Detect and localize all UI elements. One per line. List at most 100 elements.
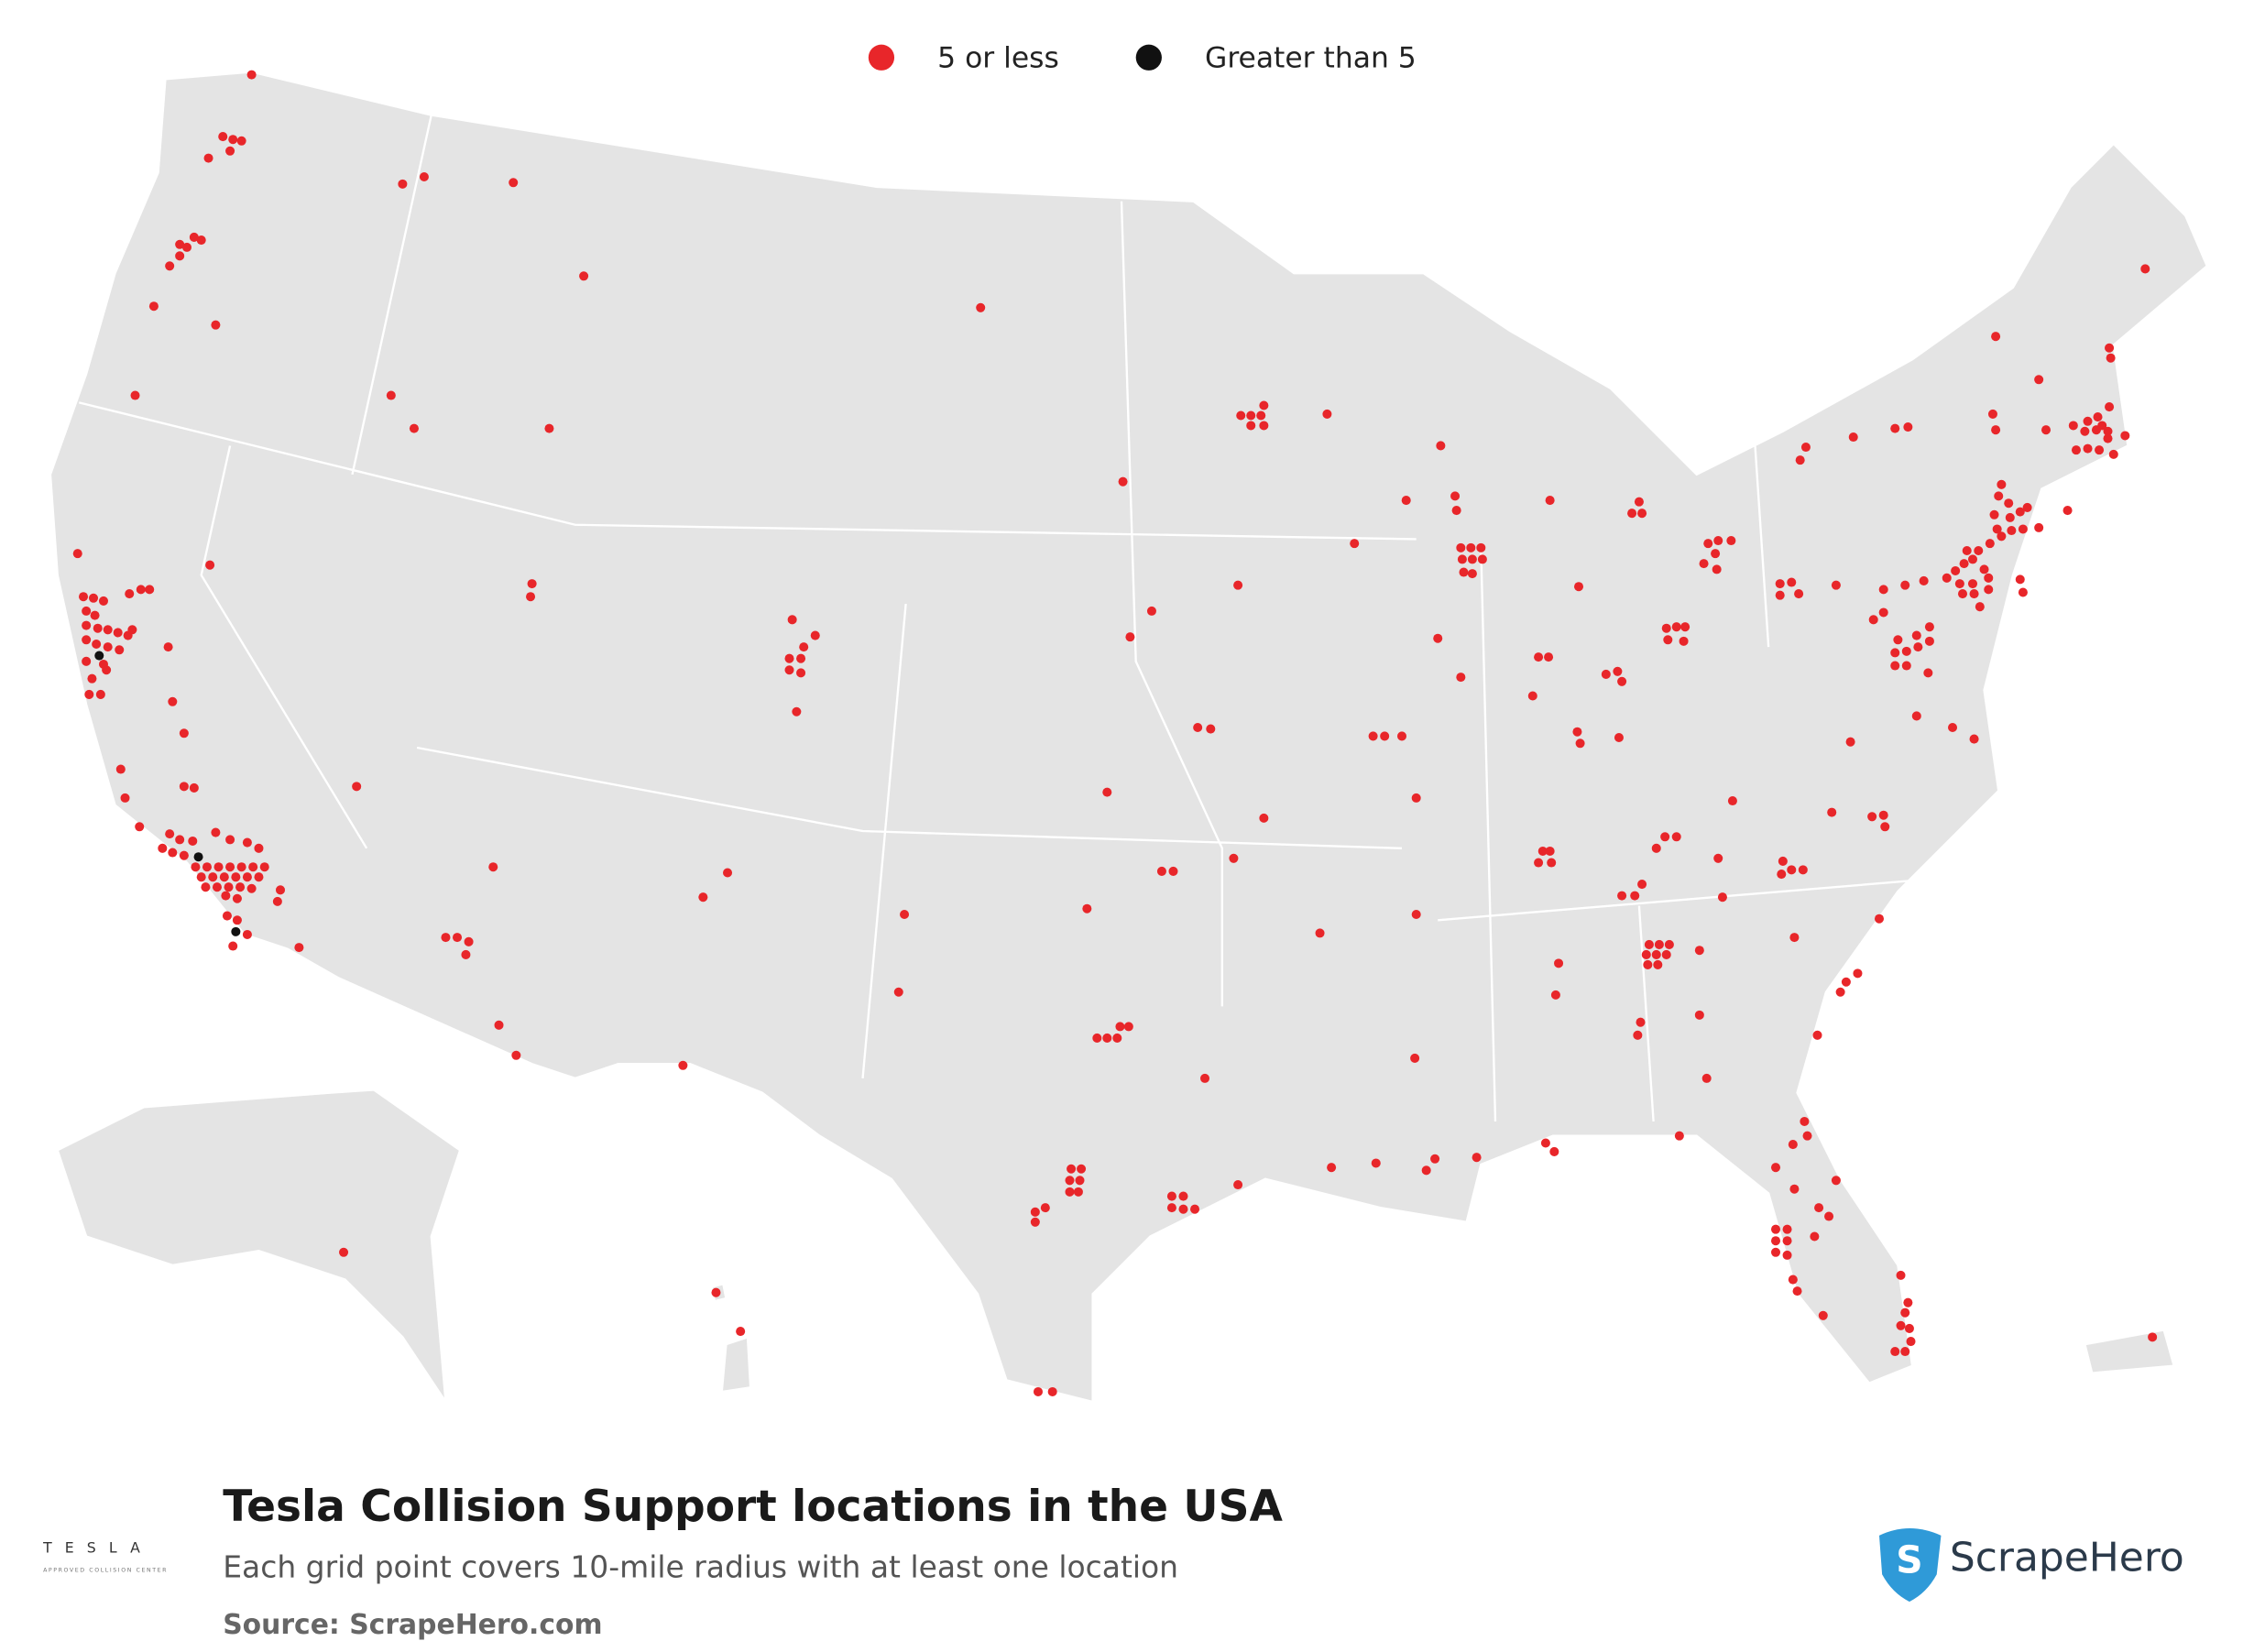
location-dot xyxy=(1368,731,1378,741)
location-dot xyxy=(179,782,189,792)
location-dot xyxy=(784,665,794,675)
location-dot xyxy=(1703,539,1713,549)
location-dot xyxy=(95,689,105,699)
tesla-tagline: APPROVED COLLISION CENTER xyxy=(43,1568,168,1574)
location-dot xyxy=(82,620,92,630)
location-dot xyxy=(181,242,192,252)
location-dot xyxy=(787,615,797,625)
location-dot xyxy=(1322,409,1332,419)
location-dot xyxy=(1651,843,1661,853)
location-dot xyxy=(127,625,137,635)
location-dot xyxy=(113,628,123,638)
location-dot xyxy=(1800,1116,1810,1126)
location-dot xyxy=(202,862,212,872)
location-dot xyxy=(1613,666,1623,676)
location-dot xyxy=(2022,502,2032,512)
location-dot xyxy=(148,301,159,312)
location-dot xyxy=(1868,615,1878,625)
location-dot xyxy=(232,893,242,903)
location-dot xyxy=(398,179,408,189)
location-dot xyxy=(92,639,102,650)
legend-label: Greater than 5 xyxy=(1205,41,1417,74)
location-dot xyxy=(1644,939,1654,949)
location-dot xyxy=(175,239,185,249)
location-dot xyxy=(1118,476,1128,487)
location-dot xyxy=(799,642,809,652)
location-dot xyxy=(1775,590,1785,600)
location-dot xyxy=(2015,507,2025,517)
location-dot xyxy=(1770,1247,1781,1257)
location-dot xyxy=(1456,542,1466,552)
hawaii xyxy=(710,1282,752,1394)
location-dot xyxy=(1701,1073,1712,1083)
location-dot xyxy=(1904,1323,1914,1333)
location-dot xyxy=(441,933,451,943)
location-dot xyxy=(191,862,201,872)
location-dot xyxy=(163,642,173,652)
location-dot xyxy=(893,987,903,997)
location-dot xyxy=(236,862,246,872)
location-dot xyxy=(1674,1131,1684,1141)
location-dot xyxy=(1979,564,1989,574)
location-dot xyxy=(1974,545,1984,556)
location-dot xyxy=(175,835,185,845)
location-dot xyxy=(232,915,242,925)
location-dot xyxy=(2034,375,2044,385)
location-dot xyxy=(212,882,222,892)
location-dot xyxy=(1878,810,1888,820)
location-dot xyxy=(1770,1236,1781,1246)
location-dot xyxy=(235,882,246,892)
location-dot xyxy=(698,892,708,903)
location-dot xyxy=(1653,959,1663,969)
location-dot xyxy=(193,852,203,862)
location-dot xyxy=(1911,630,1921,640)
location-dot xyxy=(1717,892,1727,903)
location-dot xyxy=(2095,445,2105,455)
location-dot xyxy=(1967,554,1978,564)
location-dot xyxy=(145,585,155,595)
location-dot xyxy=(1969,734,1979,744)
location-dot xyxy=(205,560,215,570)
location-dot xyxy=(136,585,146,595)
location-dot xyxy=(1984,585,1994,595)
location-dot xyxy=(1671,832,1681,842)
location-dot xyxy=(84,689,94,699)
location-dot xyxy=(494,1020,504,1030)
location-dot xyxy=(1967,579,1978,589)
location-dot xyxy=(246,883,257,893)
location-dot xyxy=(1727,796,1737,806)
location-dot xyxy=(236,136,246,146)
location-dot xyxy=(93,623,103,633)
location-dot xyxy=(1472,1153,1482,1163)
location-dot xyxy=(2105,402,2115,412)
location-dot xyxy=(1900,580,1910,590)
location-dot xyxy=(2083,443,2093,454)
location-dot xyxy=(2103,426,2113,436)
location-dot xyxy=(1614,732,1624,743)
location-dot xyxy=(1845,737,1855,747)
location-dot xyxy=(2007,526,2017,536)
location-dot xyxy=(188,836,198,846)
location-dot xyxy=(1782,1236,1792,1246)
location-dot xyxy=(1818,1310,1828,1320)
location-dot xyxy=(1831,580,1841,590)
location-dot xyxy=(272,896,282,906)
location-dot xyxy=(1680,622,1690,632)
location-dot xyxy=(1984,573,1994,583)
location-dot xyxy=(231,872,241,882)
location-dot xyxy=(275,885,286,895)
location-dot xyxy=(1168,866,1178,876)
location-dots xyxy=(72,70,2158,1396)
location-dot xyxy=(1997,479,2007,489)
location-dot xyxy=(1544,652,1554,662)
location-dot xyxy=(1633,1030,1643,1040)
location-dot xyxy=(1256,410,1266,421)
location-dot xyxy=(1630,891,1640,901)
location-dot xyxy=(1713,853,1723,863)
location-dot xyxy=(1125,632,1135,642)
location-dot xyxy=(1661,623,1671,633)
location-dot xyxy=(1199,1073,1210,1083)
location-dot xyxy=(224,882,234,892)
location-dot xyxy=(158,843,168,853)
